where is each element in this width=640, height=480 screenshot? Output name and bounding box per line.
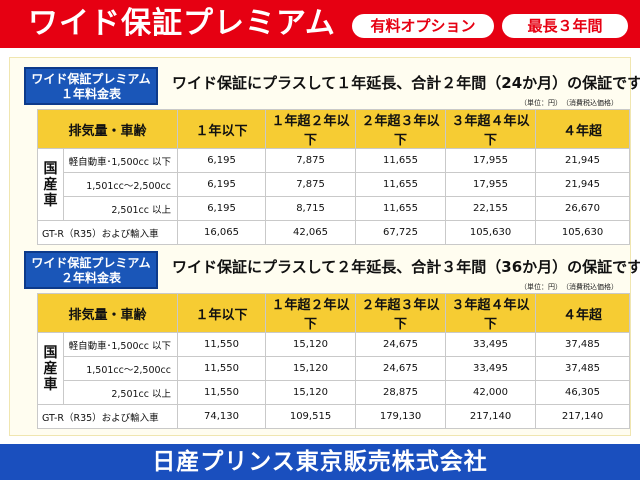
table-row: GT-R（R35）および輸入車 74,130 109,515 179,130 2…: [36, 404, 631, 429]
table-cell: 74,130: [177, 404, 267, 429]
section1-note: （単位：円） （消費税込価格）: [520, 99, 618, 107]
company-name: 日産プリンス東京販売株式会社: [152, 449, 488, 475]
table-cell: 105,630: [535, 220, 631, 245]
column-header: ２年超３年以下: [355, 109, 447, 149]
row-label-gtr: GT-R（R35）および輸入車: [36, 404, 179, 429]
section2-label-line2: ２年料金表: [60, 271, 121, 285]
table-cell: 24,675: [355, 356, 447, 381]
table-row: 国 産 車 軽自動車･1,500cc 以下 11,550 15,120 24,6…: [37, 332, 631, 405]
section2-title: ワイド保証にプラスして２年延長、合計３年間（36か月）の保証です。: [172, 258, 640, 276]
badge-max-period: 最長３年間: [502, 14, 628, 38]
table-cell: 42,000: [445, 380, 537, 405]
table-cell: 21,945: [535, 148, 631, 173]
table-cell: 6,195: [177, 196, 267, 221]
column-header: ２年超３年以下: [355, 293, 447, 333]
table-cell: 16,065: [177, 220, 267, 245]
table-header-row: 排気量・車齢 １年以下 １年超２年以下 ２年超３年以下 ３年超４年以下 ４年超: [36, 109, 631, 149]
column-header: １年以下: [177, 293, 267, 333]
table-cell: 11,550: [177, 380, 267, 405]
table-cell: 26,670: [535, 196, 631, 221]
row-label-large: 2,501cc 以上: [62, 196, 179, 221]
section2-note: （単位：円） （消費税込価格）: [520, 283, 618, 291]
column-header: ４年超: [535, 293, 631, 333]
table-cell: 7,875: [265, 172, 357, 197]
domestic-car-label: 国 産 車: [37, 148, 64, 221]
row-label-large: 2,501cc 以上: [62, 380, 179, 405]
table-cell: 11,655: [355, 196, 447, 221]
table-cell: 33,495: [445, 332, 537, 357]
column-header: １年以下: [177, 109, 267, 149]
section1-label-line1: ワイド保証プレミアム: [31, 72, 151, 86]
table-cell: 24,675: [355, 332, 447, 357]
table-cell: 37,485: [535, 356, 631, 381]
table-row: 2,501cc 以上 11,550 15,120 28,875 42,000 4…: [38, 380, 631, 405]
table-cell: 15,120: [265, 356, 357, 381]
table-header-row: 排気量・車齢 １年以下 １年超２年以下 ２年超３年以下 ３年超４年以下 ４年超: [36, 293, 631, 333]
table-cell: 179,130: [355, 404, 447, 429]
table-cell: 11,550: [177, 356, 267, 381]
section1-label: ワイド保証プレミアム １年料金表: [24, 67, 158, 105]
row-label-kei: 軽自動車･1,500cc 以下: [62, 332, 179, 357]
table-cell: 11,550: [177, 332, 267, 357]
footer-banner: 日産プリンス東京販売株式会社: [0, 444, 640, 480]
table-cell: 11,655: [355, 172, 447, 197]
row-label-mid: 1,501cc～2,500cc: [62, 172, 179, 197]
table-cell: 17,955: [445, 148, 537, 173]
domestic-car-label: 国 産 車: [37, 332, 64, 405]
badge-paid-option: 有料オプション: [352, 14, 494, 38]
page-title: ワイド保証プレミアム: [28, 6, 336, 41]
section2-label: ワイド保証プレミアム ２年料金表: [24, 251, 158, 289]
column-header: 排気量・車齢: [36, 293, 179, 333]
row-label-mid: 1,501cc～2,500cc: [62, 356, 179, 381]
table-row: 2,501cc 以上 6,195 8,715 11,655 22,155 26,…: [38, 196, 631, 221]
column-header: ３年超４年以下: [445, 293, 537, 333]
section1-label-line2: １年料金表: [60, 87, 121, 101]
section2-label-line1: ワイド保証プレミアム: [31, 256, 151, 270]
table-row: 国 産 車 軽自動車･1,500cc 以下 6,195 7,875 11,655…: [37, 148, 631, 221]
table-row: 1,501cc～2,500cc 11,550 15,120 24,675 33,…: [38, 356, 631, 381]
content-panel: ワイド保証プレミアム １年料金表 ワイド保証にプラスして１年延長、合計２年間（2…: [9, 57, 640, 436]
table-cell: 17,955: [445, 172, 537, 197]
table-cell: 33,495: [445, 356, 537, 381]
price-table-1year: 排気量・車齢 １年以下 １年超２年以下 ２年超３年以下 ３年超４年以下 ４年超 …: [36, 109, 631, 245]
column-header: ３年超４年以下: [445, 109, 537, 149]
table-row: GT-R（R35）および輸入車 16,065 42,065 67,725 105…: [36, 220, 631, 245]
table-cell: 6,195: [177, 148, 267, 173]
row-label-kei: 軽自動車･1,500cc 以下: [62, 148, 179, 173]
table-cell: 6,195: [177, 172, 267, 197]
table-cell: 67,725: [355, 220, 447, 245]
column-header: 排気量・車齢: [36, 109, 179, 149]
table-cell: 28,875: [355, 380, 447, 405]
table-cell: 42,065: [265, 220, 357, 245]
table-cell: 105,630: [445, 220, 537, 245]
table-cell: 46,305: [535, 380, 631, 405]
table-cell: 8,715: [265, 196, 357, 221]
table-cell: 217,140: [445, 404, 537, 429]
table-cell: 109,515: [265, 404, 357, 429]
table-cell: 7,875: [265, 148, 357, 173]
table-cell: 15,120: [265, 380, 357, 405]
row-label-gtr: GT-R（R35）および輸入車: [36, 220, 179, 245]
table-row: 1,501cc～2,500cc 6,195 7,875 11,655 17,95…: [38, 172, 631, 197]
header-banner: ワイド保証プレミアム 有料オプション 最長３年間: [0, 0, 640, 48]
table-cell: 15,120: [265, 332, 357, 357]
section1-title: ワイド保証にプラスして１年延長、合計２年間（24か月）の保証です。: [172, 74, 640, 92]
table-cell: 37,485: [535, 332, 631, 357]
column-header: １年超２年以下: [265, 293, 357, 333]
column-header: １年超２年以下: [265, 109, 357, 149]
table-cell: 21,945: [535, 172, 631, 197]
table-cell: 217,140: [535, 404, 631, 429]
price-table-2year: 排気量・車齢 １年以下 １年超２年以下 ２年超３年以下 ３年超４年以下 ４年超 …: [36, 293, 631, 429]
table-cell: 11,655: [355, 148, 447, 173]
table-cell: 22,155: [445, 196, 537, 221]
column-header: ４年超: [535, 109, 631, 149]
